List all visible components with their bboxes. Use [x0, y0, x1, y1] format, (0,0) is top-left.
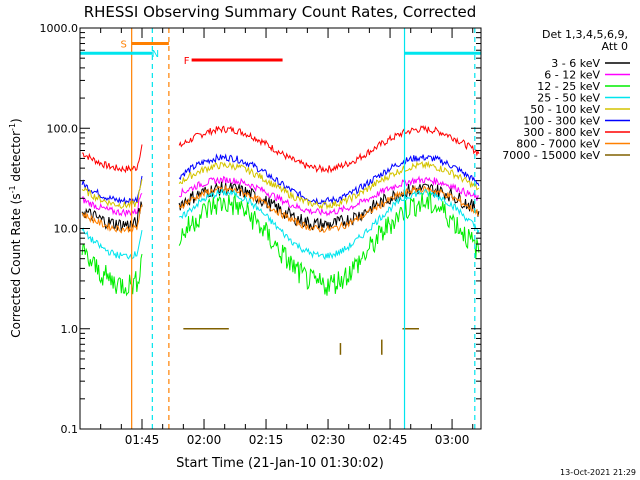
- timestamp: 13-Oct-2021 21:29: [560, 468, 636, 477]
- overlay-layer: S N F: [80, 28, 481, 429]
- legend-label: 25 - 50 keV: [537, 92, 600, 105]
- legend-label: 100 - 300 keV: [523, 115, 600, 128]
- legend-header-line2: Att 0: [602, 40, 628, 53]
- legend-label: 300 - 800 keV: [523, 126, 600, 139]
- x-axis: 01:45 02:00 02:15 02:30 02:45 03:00: [100, 28, 474, 447]
- series-line: [81, 243, 143, 297]
- legend-label: 12 - 25 keV: [537, 80, 600, 93]
- x-tick-label: 01:45: [125, 433, 160, 447]
- series-line: [81, 175, 143, 206]
- x-tick-label: 03:00: [435, 433, 470, 447]
- chart-title: RHESSI Observing Summary Count Rates, Co…: [84, 3, 477, 21]
- y-tick-label: 100.0: [47, 122, 79, 135]
- legend-label: 6 - 12 keV: [544, 69, 600, 82]
- legend-label: 3 - 6 keV: [551, 57, 600, 70]
- legend-label: 50 - 100 keV: [530, 103, 600, 116]
- series-line: [82, 144, 143, 174]
- y-axis-label: Corrected Count Rate (s-1 detector-1): [8, 118, 23, 337]
- legend-label: 7000 - 15000 keV: [502, 149, 600, 162]
- saa-label: S: [120, 40, 126, 51]
- series-line: [178, 184, 479, 234]
- series-line: [81, 227, 143, 260]
- legend-header-line1: Det 1,3,4,5,6,9,: [542, 28, 628, 41]
- x-tick-label: 02:00: [187, 433, 222, 447]
- x-axis-label: Start Time (21-Jan-10 01:30:02): [176, 456, 384, 471]
- flare-label: F: [184, 56, 190, 67]
- y-tick-label: 1.0: [61, 323, 79, 336]
- x-tick-label: 02:15: [249, 433, 284, 447]
- y-axis: 0.1 1.0 10.0 100.0 1000.0: [40, 22, 481, 436]
- night-label: N: [152, 49, 159, 60]
- series-line: [178, 175, 480, 217]
- legend-label: 800 - 7000 keV: [516, 138, 600, 151]
- data-layer: [81, 125, 480, 355]
- series-line: [178, 160, 480, 211]
- y-tick-label: 1000.0: [40, 22, 79, 35]
- x-tick-label: 02:45: [373, 433, 408, 447]
- y-tick-label: 0.1: [61, 423, 79, 436]
- series-line: [178, 125, 480, 174]
- y-tick-label: 10.0: [54, 223, 79, 236]
- x-tick-label: 02:30: [311, 433, 346, 447]
- series-line: [178, 191, 480, 296]
- series-line: [178, 153, 480, 206]
